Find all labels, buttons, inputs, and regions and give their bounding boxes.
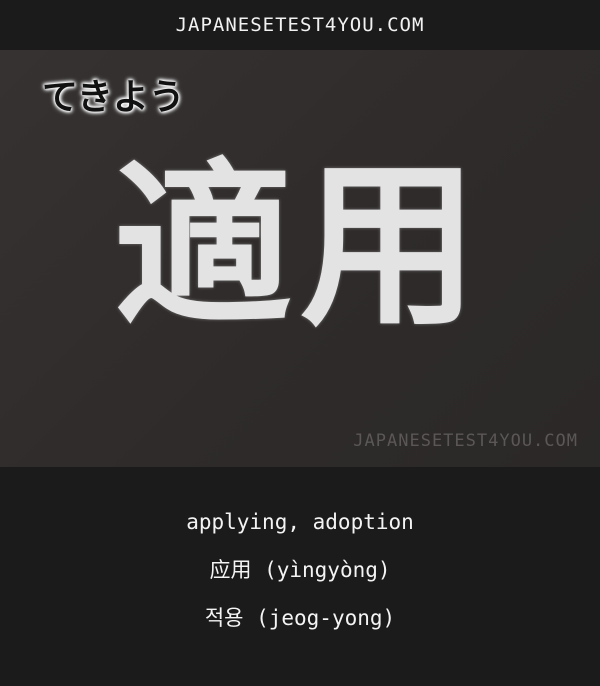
english-meaning: applying, adoption (186, 510, 414, 534)
kana-reading: てきよう (42, 77, 185, 118)
chinese-meaning: 应用 (yìngyòng) (209, 558, 391, 582)
korean-meaning: 적용 (jeog-yong) (204, 606, 396, 630)
kanji-word: 適用 (114, 143, 486, 350)
meanings-section: applying, adoption 应用 (yìngyòng) 적용 (jeo… (0, 467, 600, 686)
watermark: JAPANESETEST4YOU.COM (353, 431, 578, 451)
site-name: JAPANESETEST4YOU.COM (175, 14, 425, 36)
chalkboard-panel: てきよう 適用 JAPANESETEST4YOU.COM (0, 50, 600, 467)
site-header: JAPANESETEST4YOU.COM (0, 0, 600, 50)
